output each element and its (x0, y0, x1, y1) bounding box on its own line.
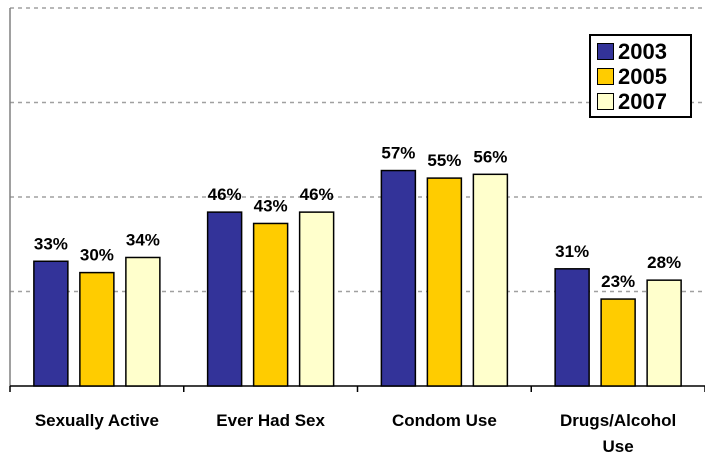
bar-2005-3 (600, 298, 636, 387)
data-label-2003-0: 33% (34, 234, 68, 253)
category-label-0: Sexually Active (35, 411, 159, 430)
data-labels: 33% 46% 57% 31% 30% 43% 55% 23% 34% 46% 56% 28% (34, 144, 681, 292)
category-label-3: Drugs/Alcohol Use (560, 411, 676, 456)
legend-label-2003: 2003 (618, 38, 667, 64)
legend-label-2005: 2005 (618, 63, 667, 89)
bar-2003-3 (554, 268, 590, 387)
legend-item-2003: 2003 (597, 39, 690, 64)
bar-2007-1 (298, 211, 335, 387)
data-label-2003-3: 31% (555, 242, 589, 261)
data-label-2003-2: 57% (381, 144, 415, 163)
legend-swatch-2007 (597, 93, 614, 110)
category-labels: Sexually Active Ever Had Sex Condom Use Dru… (35, 411, 676, 456)
legend-swatch-2003 (597, 43, 614, 60)
data-label-2007-3: 28% (647, 253, 681, 272)
bar-2005-2 (426, 177, 463, 387)
bar-2003-2 (380, 169, 417, 387)
category-label-1: Ever Had Sex (216, 411, 325, 430)
data-label-2005-3: 23% (601, 272, 635, 291)
data-label-2005-2: 55% (427, 151, 461, 170)
legend: 2003 2005 2007 (589, 34, 692, 118)
bar-2007-0 (125, 256, 161, 387)
bar-2003-0 (33, 260, 69, 387)
data-label-2005-0: 30% (80, 246, 114, 265)
data-label-2007-1: 46% (300, 185, 334, 204)
bar-2007-3 (646, 279, 682, 387)
legend-label-2007: 2007 (618, 88, 667, 114)
data-label-2007-2: 56% (473, 147, 507, 166)
bar-2003-1 (206, 211, 243, 387)
data-label-2003-1: 46% (208, 185, 242, 204)
data-label-2005-1: 43% (254, 196, 288, 215)
legend-item-2007: 2007 (597, 89, 690, 114)
data-label-2007-0: 34% (126, 230, 160, 249)
bars (33, 169, 682, 387)
legend-item-2005: 2005 (597, 64, 690, 89)
bar-2005-1 (252, 222, 289, 387)
category-label-2: Condom Use (392, 411, 497, 430)
bar-2005-0 (79, 271, 115, 387)
bar-2007-2 (472, 173, 509, 387)
legend-swatch-2005 (597, 68, 614, 85)
